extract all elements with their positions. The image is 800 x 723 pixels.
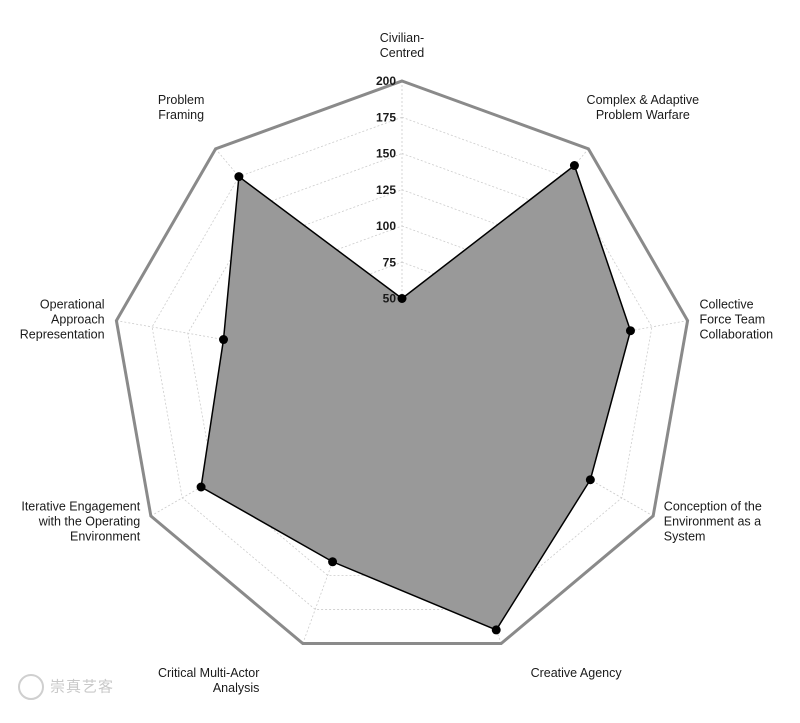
data-point xyxy=(234,172,244,182)
axis-label-line: Environment xyxy=(70,530,141,544)
axis-label-line: Complex & Adaptive xyxy=(587,93,700,107)
tick-label: 75 xyxy=(383,255,397,269)
axis-label: Conception of the Environment as a System xyxy=(664,500,762,544)
axis-label: Creative Agency xyxy=(531,666,623,680)
tick-label: 175 xyxy=(376,110,396,124)
watermark-logo-icon xyxy=(18,674,44,700)
axis-label-line: Critical Multi-Actor xyxy=(158,666,259,680)
data-point xyxy=(328,557,338,567)
data-point xyxy=(219,335,229,345)
axis-label: Iterative Engagement with the Operating En… xyxy=(21,500,140,544)
axis-label-line: Problem Warfare xyxy=(596,108,690,122)
axis-label-line: Collective xyxy=(699,297,753,311)
tick-label: 125 xyxy=(376,183,396,197)
axis-label-line: Approach xyxy=(51,312,105,326)
axis-label-line: Conception of the xyxy=(664,500,762,514)
radar-series xyxy=(196,161,635,635)
tick-label: 200 xyxy=(376,74,396,88)
tick-label: 50 xyxy=(383,292,397,306)
axis-label-line: Environment as a xyxy=(664,515,761,529)
axis-label: Operational Approach Representation xyxy=(20,297,105,341)
axis-label-line: Representation xyxy=(20,327,105,341)
watermark-text: 崇真艺客 xyxy=(50,677,115,696)
axis-label-line: Framing xyxy=(158,108,204,122)
data-area xyxy=(200,164,632,631)
watermark: 崇真艺客 xyxy=(18,674,114,700)
data-point xyxy=(491,625,501,635)
data-point xyxy=(625,326,635,336)
axis-label: Civilian-Centred xyxy=(380,31,425,60)
data-point xyxy=(569,161,579,171)
data-point xyxy=(585,475,595,485)
axis-label-line: with the Operating xyxy=(38,515,140,529)
axis-label-line: Creative Agency xyxy=(531,666,623,680)
outer-ring xyxy=(114,79,690,646)
axis-label-line: Collaboration xyxy=(699,327,773,341)
axis-label: Complex & Adaptive Problem Warfare xyxy=(587,93,700,122)
axis-label: Critical Multi-Actor Analysis xyxy=(158,666,259,695)
axis-label: Collective Force Team Collaboration xyxy=(699,297,773,341)
radial-tick-labels: 50 75 100 125 150 175 200 xyxy=(376,74,396,306)
axis-label-line: Iterative Engagement xyxy=(21,500,140,514)
data-point xyxy=(196,482,206,492)
axis-label-line: Operational xyxy=(40,297,105,311)
tick-label: 100 xyxy=(376,219,396,233)
axis-label-line: Civilian- xyxy=(380,31,424,45)
axis-label-line: System xyxy=(664,530,706,544)
axis-label-line: Analysis xyxy=(213,681,260,695)
axis-label: Problem Framing xyxy=(158,93,205,122)
axis-label-line: Centred xyxy=(380,46,425,60)
axis-label-line: Force Team xyxy=(699,312,765,326)
tick-label: 150 xyxy=(376,147,396,161)
axis-label-line: Problem xyxy=(158,93,205,107)
grid-ring xyxy=(151,116,653,610)
data-point xyxy=(397,294,407,303)
